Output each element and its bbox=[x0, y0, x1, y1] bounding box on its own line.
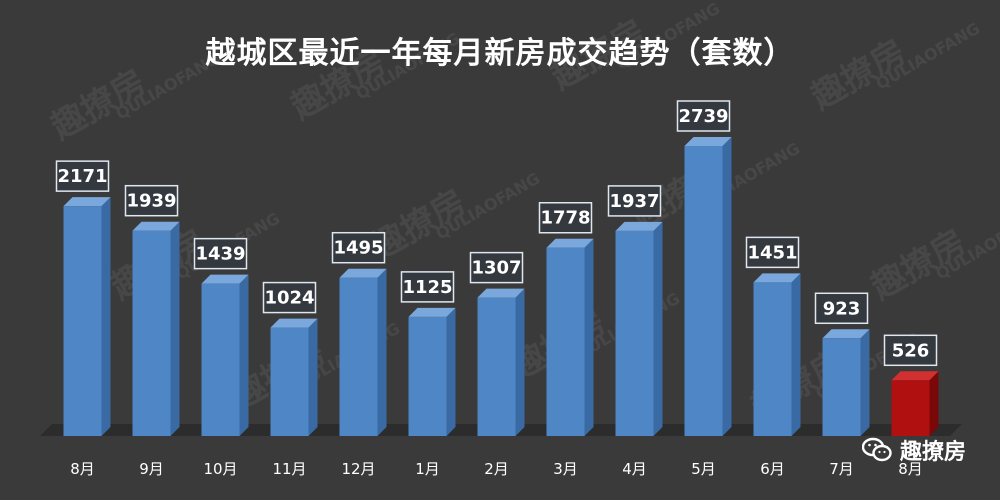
bar-2 bbox=[202, 275, 249, 436]
bar bbox=[133, 231, 171, 436]
x-tick-label: 9月 bbox=[139, 460, 164, 478]
x-tick-label: 8月 bbox=[70, 460, 95, 478]
bar bbox=[409, 317, 447, 436]
x-tick-label: 7月 bbox=[829, 460, 854, 478]
bar bbox=[685, 146, 723, 436]
wechat-icon bbox=[862, 437, 892, 463]
x-tick-label: 12月 bbox=[341, 460, 375, 478]
bar-10 bbox=[754, 273, 801, 436]
bar-side bbox=[102, 197, 111, 436]
x-tick-label: 4月 bbox=[622, 460, 647, 478]
bar-11 bbox=[823, 329, 870, 436]
bar-5 bbox=[409, 308, 456, 436]
x-tick-label: 10月 bbox=[203, 460, 237, 478]
x-tick-label: 11月 bbox=[272, 460, 306, 478]
bar bbox=[340, 278, 378, 436]
bar-6 bbox=[478, 289, 525, 436]
data-label: 2739 bbox=[678, 106, 728, 127]
bar-4 bbox=[340, 269, 387, 436]
bar-side bbox=[516, 289, 525, 436]
data-label: 1778 bbox=[540, 208, 590, 229]
bar bbox=[271, 328, 309, 436]
bar-side bbox=[309, 319, 318, 436]
bar-1 bbox=[133, 222, 180, 436]
data-label: 526 bbox=[892, 340, 930, 361]
x-tick-label: 5月 bbox=[691, 460, 716, 478]
data-label: 1495 bbox=[333, 238, 383, 259]
data-label: 1939 bbox=[126, 191, 176, 212]
data-label: 1024 bbox=[264, 288, 314, 309]
x-tick-label: 2月 bbox=[484, 460, 509, 478]
bar-side bbox=[240, 275, 249, 436]
data-label: 1439 bbox=[195, 244, 245, 265]
brand-name: 趣撩房 bbox=[900, 434, 966, 466]
bar bbox=[202, 284, 240, 436]
bar-3 bbox=[271, 319, 318, 436]
x-tick-label: 6月 bbox=[760, 460, 785, 478]
data-label: 2171 bbox=[57, 166, 107, 187]
data-label: 1125 bbox=[402, 277, 452, 298]
brand-logo: 趣撩房 bbox=[862, 434, 966, 466]
bar-side bbox=[792, 273, 801, 436]
data-label: 1937 bbox=[609, 191, 659, 212]
data-label: 1451 bbox=[747, 242, 797, 263]
data-label: 1307 bbox=[471, 258, 521, 279]
bar bbox=[547, 248, 585, 436]
bar bbox=[754, 282, 792, 436]
bar bbox=[616, 231, 654, 436]
bar-side bbox=[378, 269, 387, 436]
bar-0 bbox=[64, 197, 111, 436]
x-tick-label: 1月 bbox=[415, 460, 440, 478]
chart-title: 越城区最近一年每月新房成交趋势（套数） bbox=[0, 28, 1000, 72]
bar-7 bbox=[547, 239, 594, 436]
bar bbox=[823, 338, 861, 436]
x-tick-label: 3月 bbox=[553, 460, 578, 478]
bar-9 bbox=[685, 137, 732, 436]
bar bbox=[892, 380, 930, 436]
bar-side bbox=[723, 137, 732, 436]
bar-12 bbox=[892, 371, 939, 436]
bar-side bbox=[171, 222, 180, 436]
bar-side bbox=[585, 239, 594, 436]
bar-side bbox=[861, 329, 870, 436]
bar-8 bbox=[616, 222, 663, 436]
bar bbox=[478, 298, 516, 436]
bar-side bbox=[930, 371, 939, 436]
bar-side bbox=[654, 222, 663, 436]
bar bbox=[64, 206, 102, 436]
data-label: 923 bbox=[823, 298, 861, 319]
bar-side bbox=[447, 308, 456, 436]
